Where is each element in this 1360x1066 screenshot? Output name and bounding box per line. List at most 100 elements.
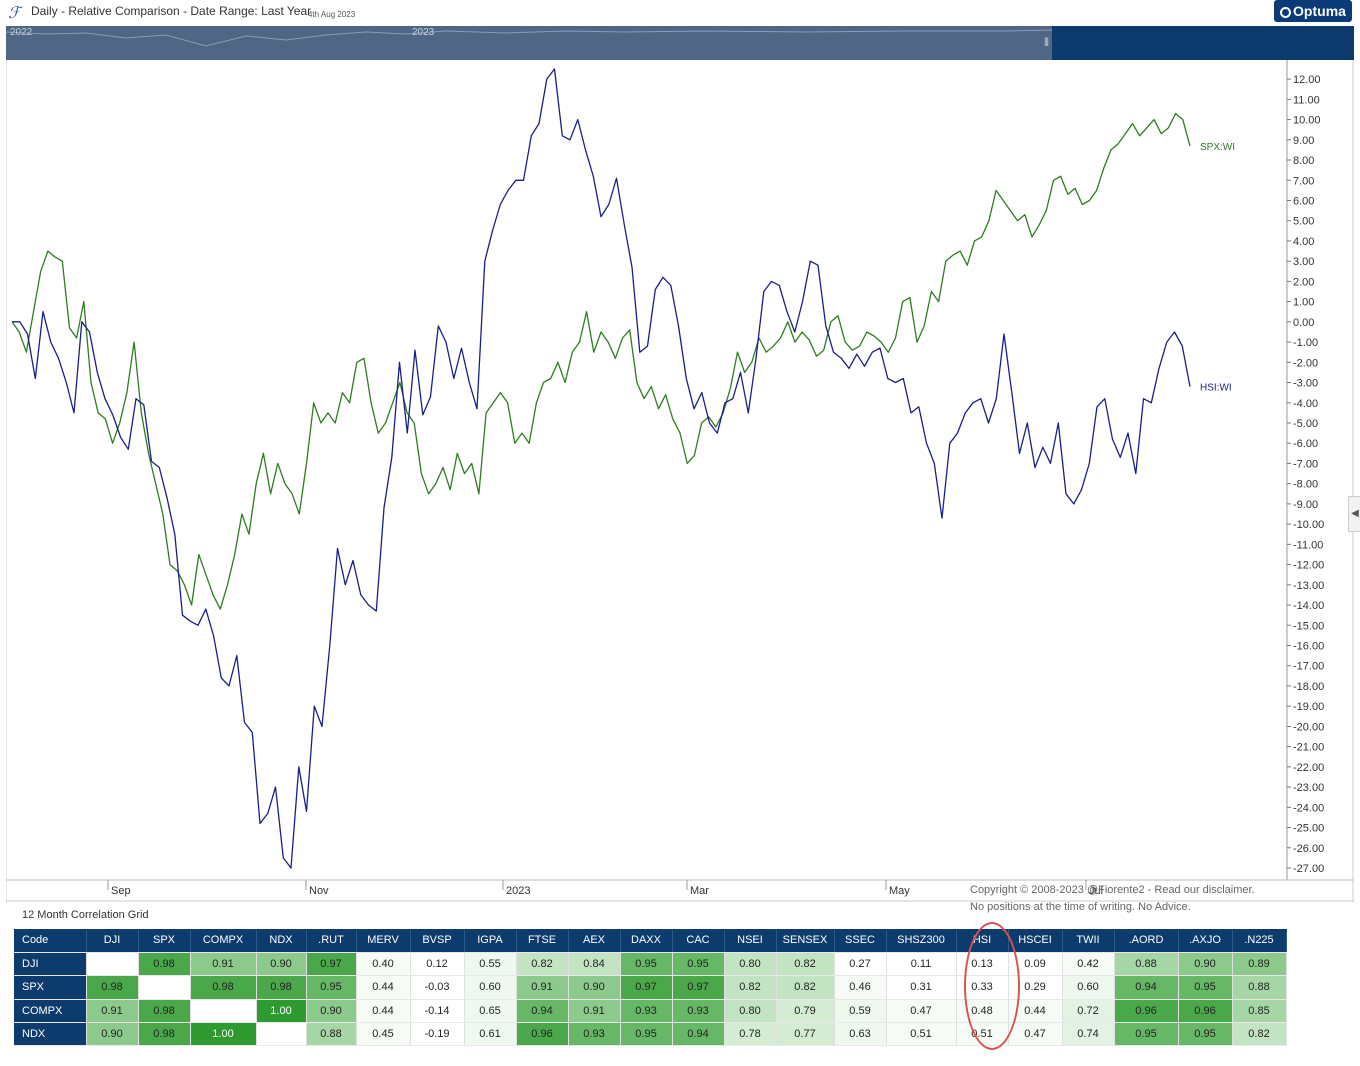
optuma-logo[interactable]: Optuma <box>1274 0 1352 22</box>
grid-cell: 0.88 <box>306 1022 357 1047</box>
navigator-sparkline <box>6 29 1052 47</box>
grid-cell <box>256 1022 307 1047</box>
y-tick-label: -10.00 <box>1293 519 1324 531</box>
grid-cell: 0.94 <box>1114 975 1179 1000</box>
grid-column-header[interactable]: BVSP <box>410 929 465 953</box>
grid-column-header[interactable]: .N225 <box>1232 929 1287 953</box>
grid-column-header[interactable]: SSEC <box>834 929 887 953</box>
grid-column-header[interactable]: HSCEI <box>1008 929 1063 953</box>
grid-cell: 0.90 <box>568 975 621 1000</box>
y-tick-label: 0.00 <box>1293 317 1314 329</box>
y-tick-label: 4.00 <box>1293 236 1314 248</box>
navigator-year-2022: 2022 <box>10 27 33 38</box>
grid-cell: 0.60 <box>464 975 517 1000</box>
grid-cell: 0.97 <box>672 975 725 1000</box>
copyright-line-1: Copyright © 2008-2023 @Fiorente2 - Read … <box>970 884 1255 896</box>
grid-row: DJI 0.98 0.91 0.90 0.97 0.40 0.12 0.55 0.82 0.84 0… <box>14 952 1287 977</box>
y-tick-label: -8.00 <box>1293 479 1318 491</box>
grid-cell: 0.63 <box>834 1022 887 1047</box>
grid-cell: 0.88 <box>1114 952 1179 977</box>
grid-cell: 0.59 <box>834 999 887 1024</box>
grid-cell: 0.77 <box>776 1022 835 1047</box>
y-tick-label: -23.00 <box>1293 782 1324 794</box>
grid-row: SPX 0.98 0.98 0.98 0.95 0.44 -0.03 0.60 0.91 0.90… <box>14 975 1287 1000</box>
grid-cell: 0.40 <box>356 952 411 977</box>
grid-column-header[interactable]: NSEI <box>724 929 777 953</box>
series-line-spx-wi <box>11 112 1191 610</box>
copyright-line-2: No positions at the time of writing. No … <box>970 901 1191 913</box>
y-tick-label: 12.00 <box>1293 74 1321 86</box>
y-tick-label: 1.00 <box>1293 297 1314 309</box>
grid-cell: 1.00 <box>256 999 307 1024</box>
y-tick-label: -5.00 <box>1293 418 1318 430</box>
grid-cell: 0.82 <box>1232 1022 1287 1047</box>
collapse-panel-button[interactable]: ◀ <box>1348 496 1360 532</box>
grid-cell: 0.42 <box>1062 952 1115 977</box>
grid-column-header[interactable]: SPX <box>138 929 191 953</box>
y-tick-label: -20.00 <box>1293 721 1324 733</box>
grid-cell <box>86 952 139 977</box>
grid-column-header[interactable]: COMPX <box>190 929 257 953</box>
grid-cell: 0.98 <box>138 952 191 977</box>
x-tick-label: May <box>889 885 910 897</box>
grid-cell: 0.90 <box>306 999 357 1024</box>
grid-cell: 0.93 <box>672 999 725 1024</box>
grid-column-header[interactable]: AEX <box>568 929 621 953</box>
grid-column-header[interactable]: FTSE <box>516 929 569 953</box>
grid-column-header[interactable]: HSI <box>956 929 1009 953</box>
grid-cell: 0.29 <box>1008 975 1063 1000</box>
grid-cell: 0.91 <box>86 999 139 1024</box>
series-label-hsi-wi: HSI:WI <box>1200 383 1232 394</box>
grid-cell: 0.97 <box>306 952 357 977</box>
grid-cell: 0.79 <box>776 999 835 1024</box>
navigator-right-handle[interactable]: ||| <box>1044 36 1049 46</box>
grid-cell: 0.46 <box>834 975 887 1000</box>
y-tick-label: -22.00 <box>1293 762 1324 774</box>
navigator-selected-range[interactable]: 2022 2023 ||| <box>6 26 1052 60</box>
grid-column-header[interactable]: DJI <box>86 929 139 953</box>
grid-column-header[interactable]: MERV <box>356 929 411 953</box>
y-tick-label: -3.00 <box>1293 378 1318 390</box>
correlation-grid: Code DJI SPX COMPX NDX .RUT MERV BVSP IGPA FTSE AE… <box>14 929 1287 1047</box>
y-tick-label: 2.00 <box>1293 276 1314 288</box>
navigator-year-2023: 2023 <box>412 27 435 38</box>
y-tick-label: 11.00 <box>1293 94 1320 106</box>
grid-column-header[interactable]: SHSZ300 <box>886 929 957 953</box>
grid-column-header[interactable]: CAC <box>672 929 725 953</box>
grid-column-header[interactable]: IGPA <box>464 929 517 953</box>
grid-column-header[interactable]: NDX <box>256 929 307 953</box>
series-label-spx-wi: SPX:WI <box>1200 142 1235 153</box>
grid-cell: 0.51 <box>956 1022 1009 1047</box>
grid-cell: 0.44 <box>1008 999 1063 1024</box>
grid-column-header[interactable]: .RUT <box>306 929 357 953</box>
grid-cell: 0.72 <box>1062 999 1115 1024</box>
y-tick-label: -17.00 <box>1293 661 1324 673</box>
grid-header-row: Code DJI SPX COMPX NDX .RUT MERV BVSP IGPA FTSE AE… <box>14 929 1287 953</box>
grid-cell: 0.88 <box>1232 975 1287 1000</box>
grid-row: NDX 0.90 0.98 1.00 0.88 0.45 -0.19 0.61 0.96 0.93… <box>14 1022 1287 1047</box>
grid-column-header[interactable]: SENSEX <box>776 929 835 953</box>
grid-cell: 0.98 <box>190 975 257 1000</box>
grid-cell: 0.98 <box>86 975 139 1000</box>
grid-cell: 0.91 <box>568 999 621 1024</box>
y-tick-label: -18.00 <box>1293 681 1324 693</box>
grid-cell: 0.96 <box>1114 999 1179 1024</box>
date-navigator[interactable]: 2022 2023 ||| <box>6 26 1354 60</box>
y-tick-label: 5.00 <box>1293 216 1314 228</box>
grid-column-header[interactable]: .AORD <box>1114 929 1179 953</box>
grid-cell: 0.93 <box>620 999 673 1024</box>
grid-cell: 0.84 <box>568 952 621 977</box>
grid-cell: 0.90 <box>256 952 307 977</box>
y-tick-label: -9.00 <box>1293 499 1318 511</box>
correlation-grid-title: 12 Month Correlation Grid <box>22 909 149 921</box>
x-tick-label: Nov <box>309 885 329 897</box>
grid-column-header[interactable]: TWII <box>1062 929 1115 953</box>
y-tick-label: -7.00 <box>1293 458 1318 470</box>
grid-column-header[interactable]: DAXX <box>620 929 673 953</box>
y-tick-label: -15.00 <box>1293 620 1324 632</box>
grid-cell: 0.95 <box>1178 1022 1233 1047</box>
grid-column-header[interactable]: .AXJO <box>1178 929 1233 953</box>
x-tick-label: Jul <box>1089 885 1103 897</box>
grid-row-code: SPX <box>14 975 87 1000</box>
y-tick-label: -21.00 <box>1293 742 1324 754</box>
